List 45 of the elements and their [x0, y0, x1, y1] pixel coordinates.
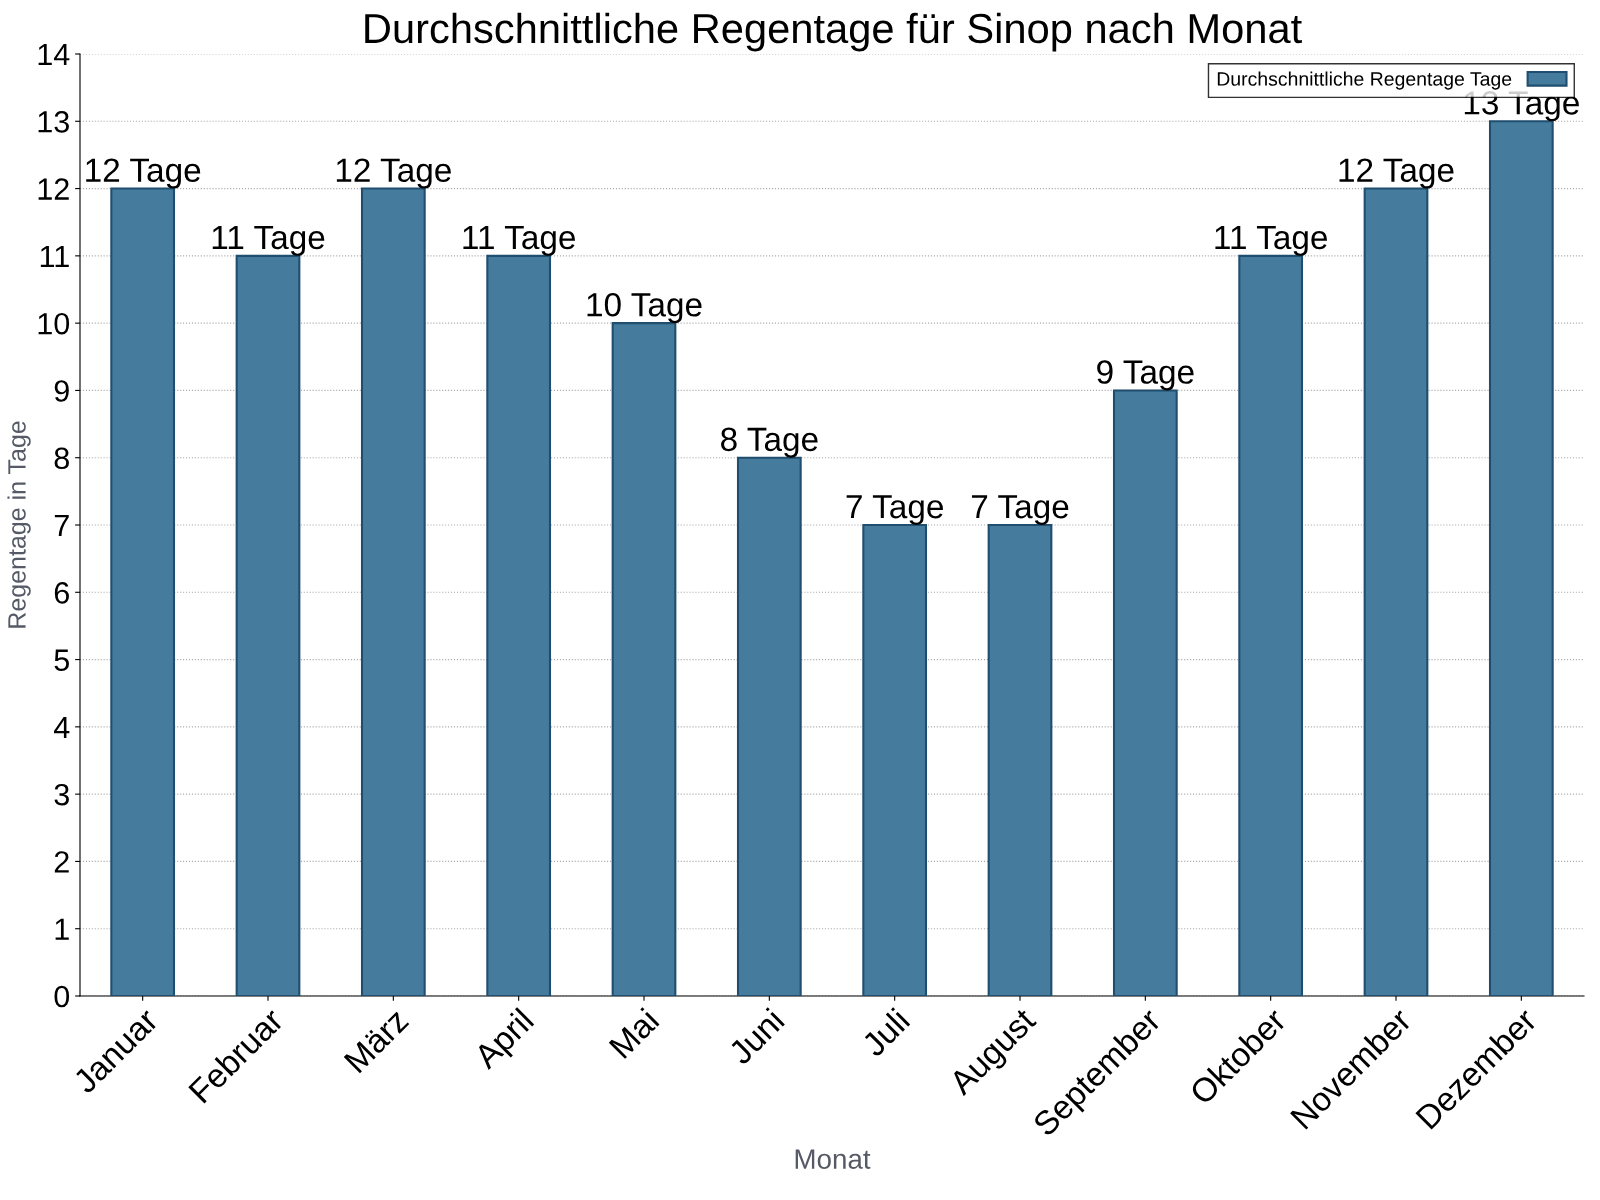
bar — [987, 523, 1053, 996]
y-tick-label: 11 — [40, 245, 69, 267]
x-tick-label: Juli — [859, 1007, 911, 1059]
y-tick-label: 4 — [53, 716, 70, 738]
y-tick-label: 7 — [54, 515, 69, 537]
bar — [1238, 254, 1304, 996]
data-label: 13 Tage — [1464, 91, 1579, 122]
y-tick-label: 5 — [54, 649, 69, 671]
bar — [486, 254, 552, 996]
data-label: 7 Tage — [846, 495, 943, 525]
data-label: 11 Tage — [212, 226, 325, 256]
data-label: 9 Tage — [1097, 360, 1194, 391]
bar — [360, 187, 426, 996]
bar — [862, 523, 928, 996]
data-label: 12 Tage — [336, 158, 451, 189]
bar — [736, 456, 802, 996]
y-tick-label: 8 — [54, 447, 69, 470]
y-tick-label: 9 — [54, 380, 69, 402]
data-label: 7 Tage — [971, 495, 1069, 525]
data-label: 10 Tage — [587, 292, 702, 324]
data-label: 8 Tage — [721, 427, 818, 458]
bar — [1363, 187, 1429, 996]
data-label: 12 Tage — [1339, 158, 1454, 189]
chart-title: Durchschnittliche Regentage für Sinop nach Monat — [365, 12, 1302, 52]
y-tick-label: 3 — [54, 783, 69, 806]
y-tick-label: 6 — [54, 582, 69, 604]
data-label: 11 Tage — [463, 226, 575, 256]
x-tick-label: Mai — [607, 1007, 660, 1060]
y-tick-label: 1 — [55, 918, 69, 940]
data-label: 11 Tage — [1215, 226, 1327, 256]
y-tick-label: 12 — [38, 178, 69, 200]
data-label: 12 Tage — [86, 158, 201, 189]
bar — [1488, 120, 1554, 996]
bar — [110, 187, 176, 996]
y-axis-title: Regentage in Tage — [7, 421, 31, 628]
y-tick-label: 14 — [38, 44, 70, 66]
y-tick-label: 10 — [38, 312, 70, 335]
bar — [235, 254, 301, 996]
x-axis-title: Monat — [795, 1149, 871, 1169]
y-tick-label: 2 — [54, 851, 69, 873]
bar — [611, 322, 677, 996]
legend-label: Durchschnittliche Regentage Tage — [1217, 71, 1512, 90]
y-tick-label: 13 — [38, 111, 69, 133]
y-tick-label: 0 — [54, 985, 70, 1008]
bar — [1112, 389, 1178, 996]
